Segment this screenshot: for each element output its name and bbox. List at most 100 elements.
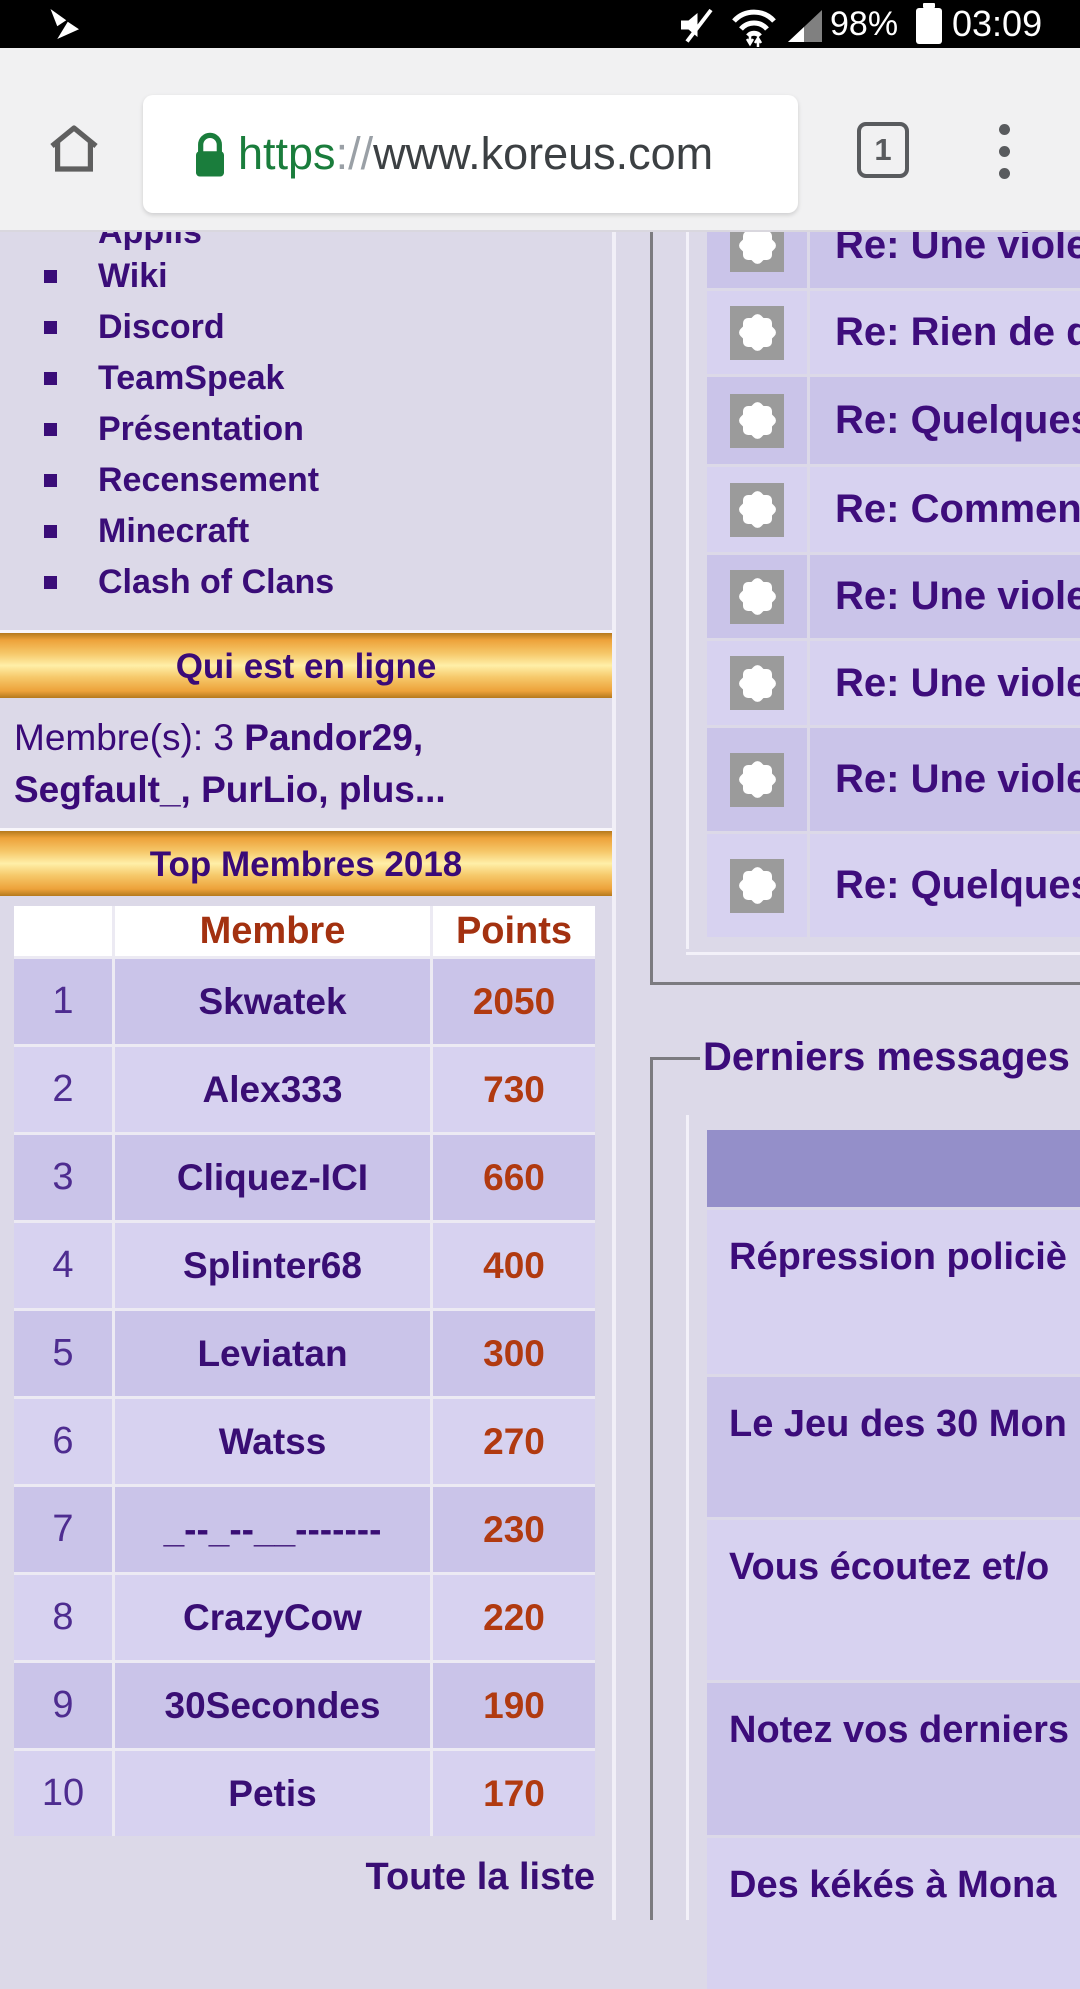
url-scheme: https <box>238 128 336 179</box>
top-members-title: Top Membres 2018 <box>0 828 612 896</box>
sidebar-item-recensement[interactable]: Recensement <box>0 455 612 506</box>
forum-replies-table: Re: Une viole Re: Rien de d Re: Quelques… <box>707 202 1080 937</box>
forum-reply-row[interactable]: Re: Commen <box>707 467 1080 552</box>
topic-link[interactable]: Notez vos derniers <box>707 1683 1080 1835</box>
topic-star-icon <box>730 752 784 807</box>
menu-dot <box>999 146 1010 157</box>
reply-link[interactable]: Re: Une viole <box>810 555 1080 638</box>
member-link[interactable]: Leviatan <box>115 1311 430 1396</box>
bullet-square-icon <box>44 321 57 334</box>
member-rank: 9 <box>14 1663 112 1748</box>
latest-messages-panel: Derniers messages Répression policiè Le … <box>650 1035 1080 1989</box>
reply-link[interactable]: Re: Commen <box>810 467 1080 552</box>
volume-muted-icon <box>681 8 713 43</box>
forum-reply-row[interactable]: Re: Une viole <box>707 555 1080 638</box>
col-header-points: Points <box>433 906 595 956</box>
forum-reply-row[interactable]: Re: Quelques <box>707 377 1080 464</box>
sidebar-item-presentation[interactable]: Présentation <box>0 404 612 455</box>
bullet-square-icon <box>44 270 57 283</box>
sidebar-item-wiki[interactable]: Wiki <box>0 251 612 302</box>
member-link[interactable]: Splinter68 <box>115 1223 430 1308</box>
wifi-icon <box>732 9 776 47</box>
member-points: 300 <box>433 1311 595 1396</box>
member-link[interactable]: 30Secondes <box>115 1663 430 1748</box>
panel-border-stub <box>653 1057 700 1060</box>
tab-count: 1 <box>874 132 892 167</box>
sidebar-item-partial[interactable]: Applis <box>98 232 202 251</box>
battery-percent: 98% <box>830 5 899 43</box>
forum-reply-row[interactable]: Re: Rien de d <box>707 291 1080 374</box>
online-members-count: Membre(s): 3 <box>14 717 245 758</box>
member-link[interactable]: _--_--__------- <box>115 1487 430 1572</box>
panel-inner-border <box>686 1115 689 1920</box>
member-link[interactable]: Watss <box>115 1399 430 1484</box>
member-points: 230 <box>433 1487 595 1572</box>
forum-reply-row[interactable]: Re: Quelques <box>707 834 1080 937</box>
topic-link[interactable]: Des kékés à Mona <box>707 1838 1080 1989</box>
sidebar-menu: Wiki Discord TeamSpeak Présentation Rece… <box>0 251 612 608</box>
member-rank: 10 <box>14 1751 112 1836</box>
menu-dot <box>999 168 1010 179</box>
reply-link[interactable]: Re: Quelques <box>810 377 1080 464</box>
tab-switcher-button[interactable]: 1 <box>857 122 909 178</box>
latest-messages-legend: Derniers messages <box>703 1035 1070 1079</box>
lock-icon[interactable] <box>187 127 233 183</box>
member-link[interactable]: Skwatek <box>115 959 430 1044</box>
online-member-links[interactable]: Segfault_, PurLio, plus... <box>14 769 446 810</box>
member-points: 660 <box>433 1135 595 1220</box>
col-header-member: Membre <box>115 906 430 956</box>
topic-star-icon <box>730 305 784 360</box>
member-rank: 6 <box>14 1399 112 1484</box>
topic-star-icon <box>730 393 784 448</box>
online-members: Membre(s): 3 Pandor29, Segfault_, PurLio… <box>0 698 612 828</box>
member-rank: 7 <box>14 1487 112 1572</box>
forum-reply-row[interactable]: Re: Une viole <box>707 728 1080 831</box>
full-list-link[interactable]: Toute la liste <box>365 1856 595 1898</box>
member-link[interactable]: Alex333 <box>115 1047 430 1132</box>
browser-toolbar: https://www.koreus.com 1 <box>0 48 1080 232</box>
online-member-links[interactable]: Pandor29, <box>244 717 424 758</box>
url-host: www.koreus.com <box>373 128 714 179</box>
bullet-square-icon <box>44 423 57 436</box>
sidebar-item-minecraft[interactable]: Minecraft <box>0 506 612 557</box>
home-icon[interactable] <box>46 122 102 176</box>
member-points: 220 <box>433 1575 595 1660</box>
member-points: 270 <box>433 1399 595 1484</box>
reply-link[interactable]: Re: Quelques <box>810 834 1080 937</box>
sidebar-item-clash-of-clans[interactable]: Clash of Clans <box>0 557 612 608</box>
topic-star-icon <box>730 482 784 537</box>
member-rank: 8 <box>14 1575 112 1660</box>
panel-inner-border <box>686 952 1080 955</box>
topic-star-icon <box>730 656 784 710</box>
reply-link[interactable]: Re: Une viole <box>810 728 1080 831</box>
member-rank: 3 <box>14 1135 112 1220</box>
url-text: https://www.koreus.com <box>238 95 713 213</box>
sidebar-item-teamspeak[interactable]: TeamSpeak <box>0 353 612 404</box>
member-points: 170 <box>433 1751 595 1836</box>
top-members-table: Membre Points 1 Skwatek 2050 2 Alex333 7… <box>14 906 595 1836</box>
reply-link[interactable]: Re: Rien de d <box>810 291 1080 374</box>
member-rank: 5 <box>14 1311 112 1396</box>
bullet-square-icon <box>44 372 57 385</box>
member-points: 730 <box>433 1047 595 1132</box>
sidebar-item-discord[interactable]: Discord <box>0 302 612 353</box>
member-rank: 1 <box>14 959 112 1044</box>
member-link[interactable]: CrazyCow <box>115 1575 430 1660</box>
online-box-title: Qui est en ligne <box>0 630 612 698</box>
member-link[interactable]: Petis <box>115 1751 430 1836</box>
bullet-square-icon <box>44 576 57 589</box>
topic-star-icon <box>730 858 784 913</box>
browser-menu-button[interactable] <box>999 124 1010 190</box>
menu-dot <box>999 124 1010 135</box>
topic-link[interactable]: Le Jeu des 30 Mon <box>707 1377 1080 1517</box>
member-points: 190 <box>433 1663 595 1748</box>
forum-reply-row[interactable]: Re: Une viole <box>707 641 1080 725</box>
topic-link[interactable]: Vous écoutez et/o <box>707 1520 1080 1680</box>
bullet-square-icon <box>44 474 57 487</box>
reply-link[interactable]: Re: Une viole <box>810 641 1080 725</box>
messages-header-band <box>707 1130 1080 1207</box>
forum-replies-panel: Re: Une viole Re: Rien de d Re: Quelques… <box>650 186 1080 985</box>
topic-link[interactable]: Répression policiè <box>707 1210 1080 1374</box>
url-bar[interactable]: https://www.koreus.com <box>143 95 798 213</box>
member-link[interactable]: Cliquez-ICI <box>115 1135 430 1220</box>
